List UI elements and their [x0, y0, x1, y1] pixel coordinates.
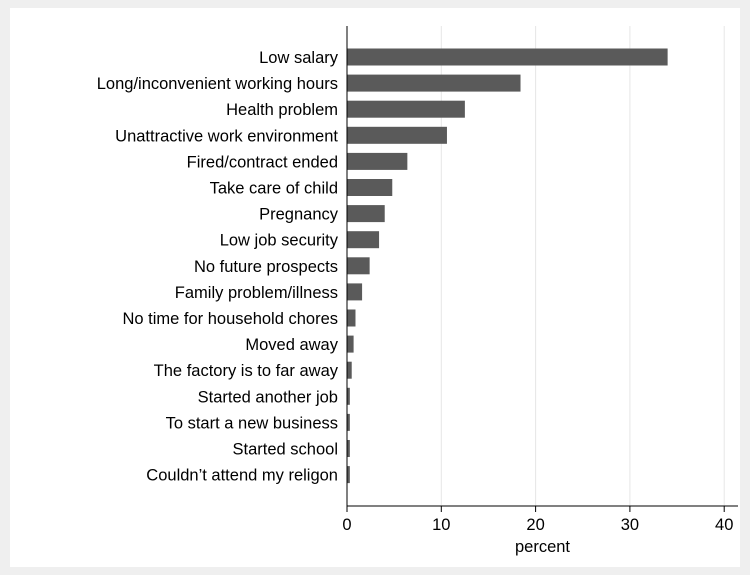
bar-3 [347, 126, 447, 144]
category-label-14: To start a new business [166, 414, 338, 432]
category-label-9: Family problem/illness [175, 284, 338, 302]
x-tick-label-0: 0 [342, 516, 351, 534]
bar-10 [347, 309, 356, 327]
bar-8 [347, 257, 370, 275]
bar-7 [347, 231, 380, 249]
bar-13 [347, 387, 350, 405]
category-label-12: The factory is to far away [154, 362, 339, 380]
x-tick-label-40: 40 [715, 516, 733, 534]
bar-11 [347, 335, 354, 353]
bars [347, 48, 668, 484]
category-label-5: Take care of child [210, 180, 338, 198]
bar-16 [347, 466, 350, 484]
x-tick-label-10: 10 [432, 516, 450, 534]
category-labels: Low salary Long/inconvenient working hour… [97, 49, 339, 485]
category-label-15: Started school [233, 441, 338, 459]
bar-2 [347, 100, 465, 118]
bar-6 [347, 205, 385, 223]
x-axis-title: percent [515, 538, 570, 556]
x-axis-ticks: 0 10 20 30 40 [342, 506, 733, 534]
category-label-10: No time for household chores [122, 310, 338, 328]
bar-12 [347, 361, 352, 379]
x-tick-label-20: 20 [526, 516, 544, 534]
category-label-8: No future prospects [194, 258, 338, 276]
category-label-2: Health problem [226, 101, 338, 119]
category-label-6: Pregnancy [259, 206, 339, 224]
category-label-13: Started another job [198, 388, 338, 406]
bar-14 [347, 413, 350, 431]
bar-0 [347, 48, 668, 66]
bar-9 [347, 283, 363, 301]
bar-15 [347, 440, 350, 457]
x-tick-label-30: 30 [621, 516, 639, 534]
bar-1 [347, 74, 521, 92]
bar-4 [347, 152, 408, 170]
category-label-4: Fired/contract ended [187, 153, 338, 171]
category-label-7: Low job security [220, 232, 339, 250]
bar-5 [347, 179, 393, 196]
category-label-0: Low salary [259, 49, 339, 67]
category-label-1: Long/inconvenient working hours [97, 75, 338, 93]
category-label-11: Moved away [245, 336, 338, 354]
category-label-3: Unattractive work environment [115, 127, 338, 145]
category-label-16: Couldn’t attend my religon [146, 467, 338, 485]
